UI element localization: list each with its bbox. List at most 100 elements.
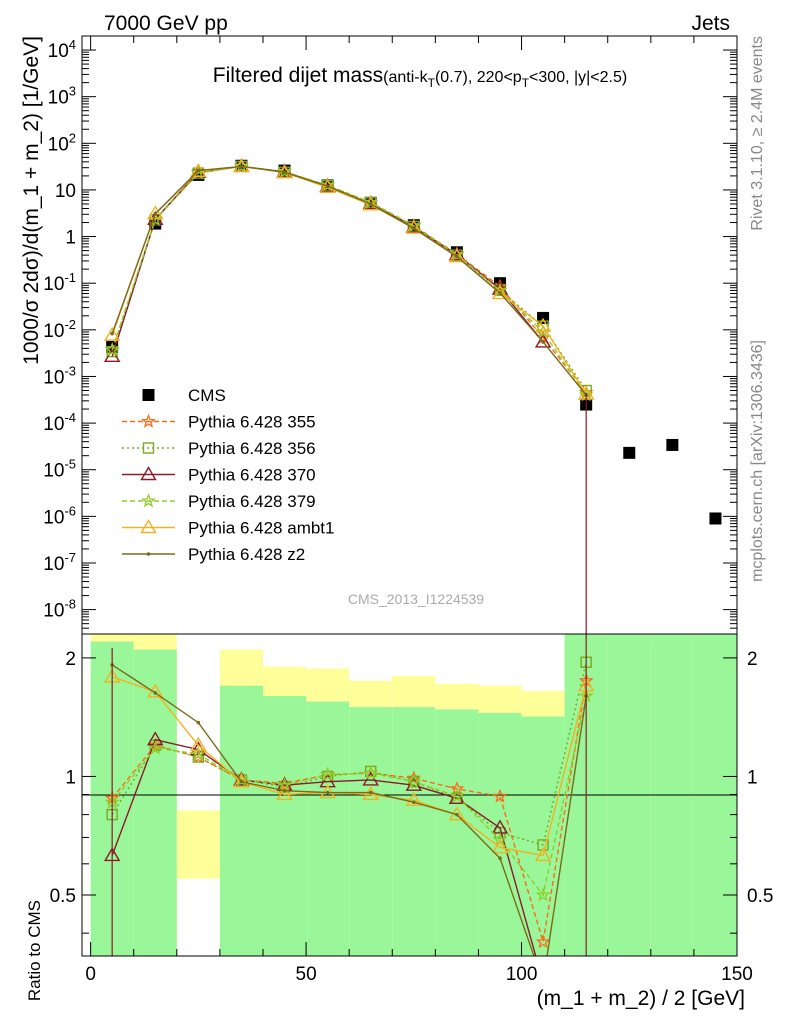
mc-point bbox=[541, 340, 545, 344]
watermark-label: CMS_2013_I1224539 bbox=[348, 591, 484, 607]
ratio-point bbox=[449, 788, 465, 803]
ratio-green-band bbox=[262, 696, 307, 956]
ratio-point bbox=[491, 839, 509, 854]
ratio-point bbox=[536, 975, 550, 987]
mc-point bbox=[277, 163, 292, 179]
header-left-label: 7000 GeV pp bbox=[104, 12, 228, 35]
ratio-point bbox=[541, 981, 545, 985]
ratio-green-band bbox=[392, 707, 436, 956]
data-point bbox=[623, 446, 636, 459]
mc-point bbox=[362, 196, 379, 211]
ratio-green-band bbox=[435, 709, 479, 956]
ratio-y-tick-label: 1 bbox=[65, 767, 76, 788]
ratio-y-tick-label-right: 0.5 bbox=[747, 886, 773, 907]
ratio-panel: Ratio to CMS (m_1 + m_2) / 2 [GeV] 0 50 10… bbox=[25, 36, 773, 1010]
main-y-axis: 10-8 10-7 10-6 10-5 10-4 10-3 10-2 10-1 1 10 102 10… bbox=[43, 35, 737, 635]
mc-point bbox=[319, 178, 336, 193]
mc-point bbox=[412, 226, 416, 231]
ratio-point bbox=[455, 812, 459, 817]
y-tick-label: 10-8 bbox=[43, 597, 76, 622]
main-panel: Filtered dijet mass(anti-kT(0.7), 220<pT… bbox=[20, 35, 738, 635]
mc-point bbox=[534, 317, 552, 332]
ratio-point bbox=[320, 766, 336, 782]
ratio-frame bbox=[81, 633, 738, 957]
main-series-line bbox=[111, 165, 587, 394]
ratio-green-band bbox=[349, 707, 393, 956]
ratio-point bbox=[362, 771, 379, 786]
legend-swatch bbox=[146, 552, 151, 556]
ratio-point bbox=[405, 791, 423, 806]
mc-point bbox=[282, 170, 287, 175]
mc-point bbox=[233, 158, 249, 173]
ratio-point bbox=[492, 832, 508, 847]
x-tick-label: 100 bbox=[506, 964, 538, 985]
mc-point bbox=[368, 202, 373, 206]
ratio-point bbox=[147, 740, 163, 755]
ratio-point bbox=[325, 790, 330, 795]
legend-label: CMS bbox=[188, 386, 226, 405]
main-series-line bbox=[111, 165, 587, 391]
legend-label: Pythia 6.428 356 bbox=[188, 439, 316, 458]
ratio-point bbox=[196, 720, 201, 725]
mc-point bbox=[104, 342, 120, 357]
mc-point bbox=[103, 326, 121, 341]
header-right-label: Jets bbox=[691, 12, 730, 35]
ratio-point bbox=[233, 773, 250, 788]
mc-point bbox=[106, 345, 118, 358]
main-marks bbox=[103, 157, 722, 634]
ratio-yellow-band bbox=[176, 810, 220, 879]
ratio-point bbox=[147, 731, 164, 746]
mc-point bbox=[239, 164, 244, 169]
y-tick-label: 10-6 bbox=[43, 503, 76, 528]
mc-point bbox=[147, 205, 164, 220]
y-tick-label: 10-7 bbox=[43, 550, 76, 575]
mc-point bbox=[196, 168, 201, 173]
ratio-point bbox=[535, 887, 551, 902]
ratio-green-band bbox=[219, 685, 263, 956]
legend-label: Pythia 6.428 370 bbox=[188, 466, 316, 485]
ratio-y-tick-label-right: 1 bbox=[747, 767, 758, 788]
x-tick-label: 150 bbox=[721, 964, 753, 985]
ratio-green-band bbox=[306, 701, 350, 956]
ratio-point bbox=[412, 800, 416, 805]
main-series-line bbox=[111, 165, 587, 395]
ratio-point bbox=[368, 790, 373, 795]
mc-point bbox=[498, 291, 502, 295]
legend: CMS Pythia 6.428 355 Pythia 6.428 356 Pythi… bbox=[122, 386, 334, 564]
y-tick-label: 10-1 bbox=[43, 270, 76, 295]
mc-point bbox=[110, 331, 114, 336]
y-tick-label: 10-4 bbox=[43, 410, 76, 435]
ratio-marks bbox=[103, 634, 595, 987]
ratio-point bbox=[276, 786, 293, 801]
x-tick-label: 0 bbox=[85, 964, 96, 985]
ratio-point bbox=[319, 784, 336, 799]
legend-swatch bbox=[140, 519, 157, 534]
side-mcplots-label: mcplots.cern.ch [arXiv:1306.3436] bbox=[749, 340, 766, 582]
ratio-point bbox=[190, 746, 206, 761]
mc-point bbox=[147, 211, 163, 227]
ratio-point bbox=[492, 788, 508, 803]
legend-label: Pythia 6.428 ambt1 bbox=[188, 519, 334, 538]
legend-swatch bbox=[142, 389, 155, 401]
mc-point bbox=[455, 254, 459, 259]
mc-point bbox=[153, 211, 158, 216]
legend-swatch bbox=[141, 493, 156, 508]
data-point bbox=[666, 438, 679, 451]
ratio-point bbox=[192, 751, 205, 763]
y-tick-label: 102 bbox=[48, 130, 76, 155]
ratio-y-tick-label: 0.5 bbox=[50, 886, 76, 907]
y-tick-label: 10-5 bbox=[43, 457, 76, 482]
ratio-point bbox=[153, 691, 158, 695]
ratio-green-band bbox=[133, 649, 177, 956]
y-tick-label: 103 bbox=[48, 84, 76, 109]
legend-label: Pythia 6.428 z2 bbox=[188, 545, 305, 564]
data-point bbox=[709, 512, 722, 525]
x-axis-label: (m_1 + m_2) / 2 [GeV] bbox=[537, 987, 745, 1010]
mc-point bbox=[233, 157, 250, 173]
x-tick-label: 50 bbox=[296, 964, 317, 985]
ratio-point bbox=[282, 788, 287, 793]
ratio-point bbox=[406, 773, 422, 788]
y-tick-label: 1 bbox=[65, 228, 76, 249]
y-tick-label: 104 bbox=[48, 37, 76, 62]
